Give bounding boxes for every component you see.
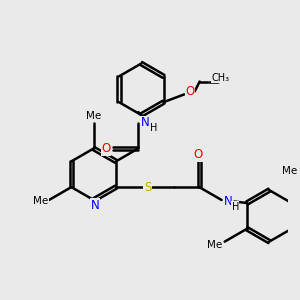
Text: H: H	[150, 123, 157, 133]
Text: S: S	[144, 181, 152, 194]
Text: Me: Me	[207, 240, 223, 250]
Text: CH₃: CH₃	[212, 73, 230, 83]
Text: N: N	[140, 116, 149, 129]
Text: N: N	[224, 195, 233, 208]
Text: Me: Me	[282, 166, 298, 176]
Text: O: O	[101, 142, 110, 155]
Text: H: H	[232, 202, 239, 212]
Text: O: O	[186, 85, 195, 98]
Text: N: N	[91, 199, 100, 212]
Text: O: O	[193, 148, 203, 161]
Text: Me: Me	[86, 111, 101, 121]
Text: Me: Me	[33, 196, 48, 206]
